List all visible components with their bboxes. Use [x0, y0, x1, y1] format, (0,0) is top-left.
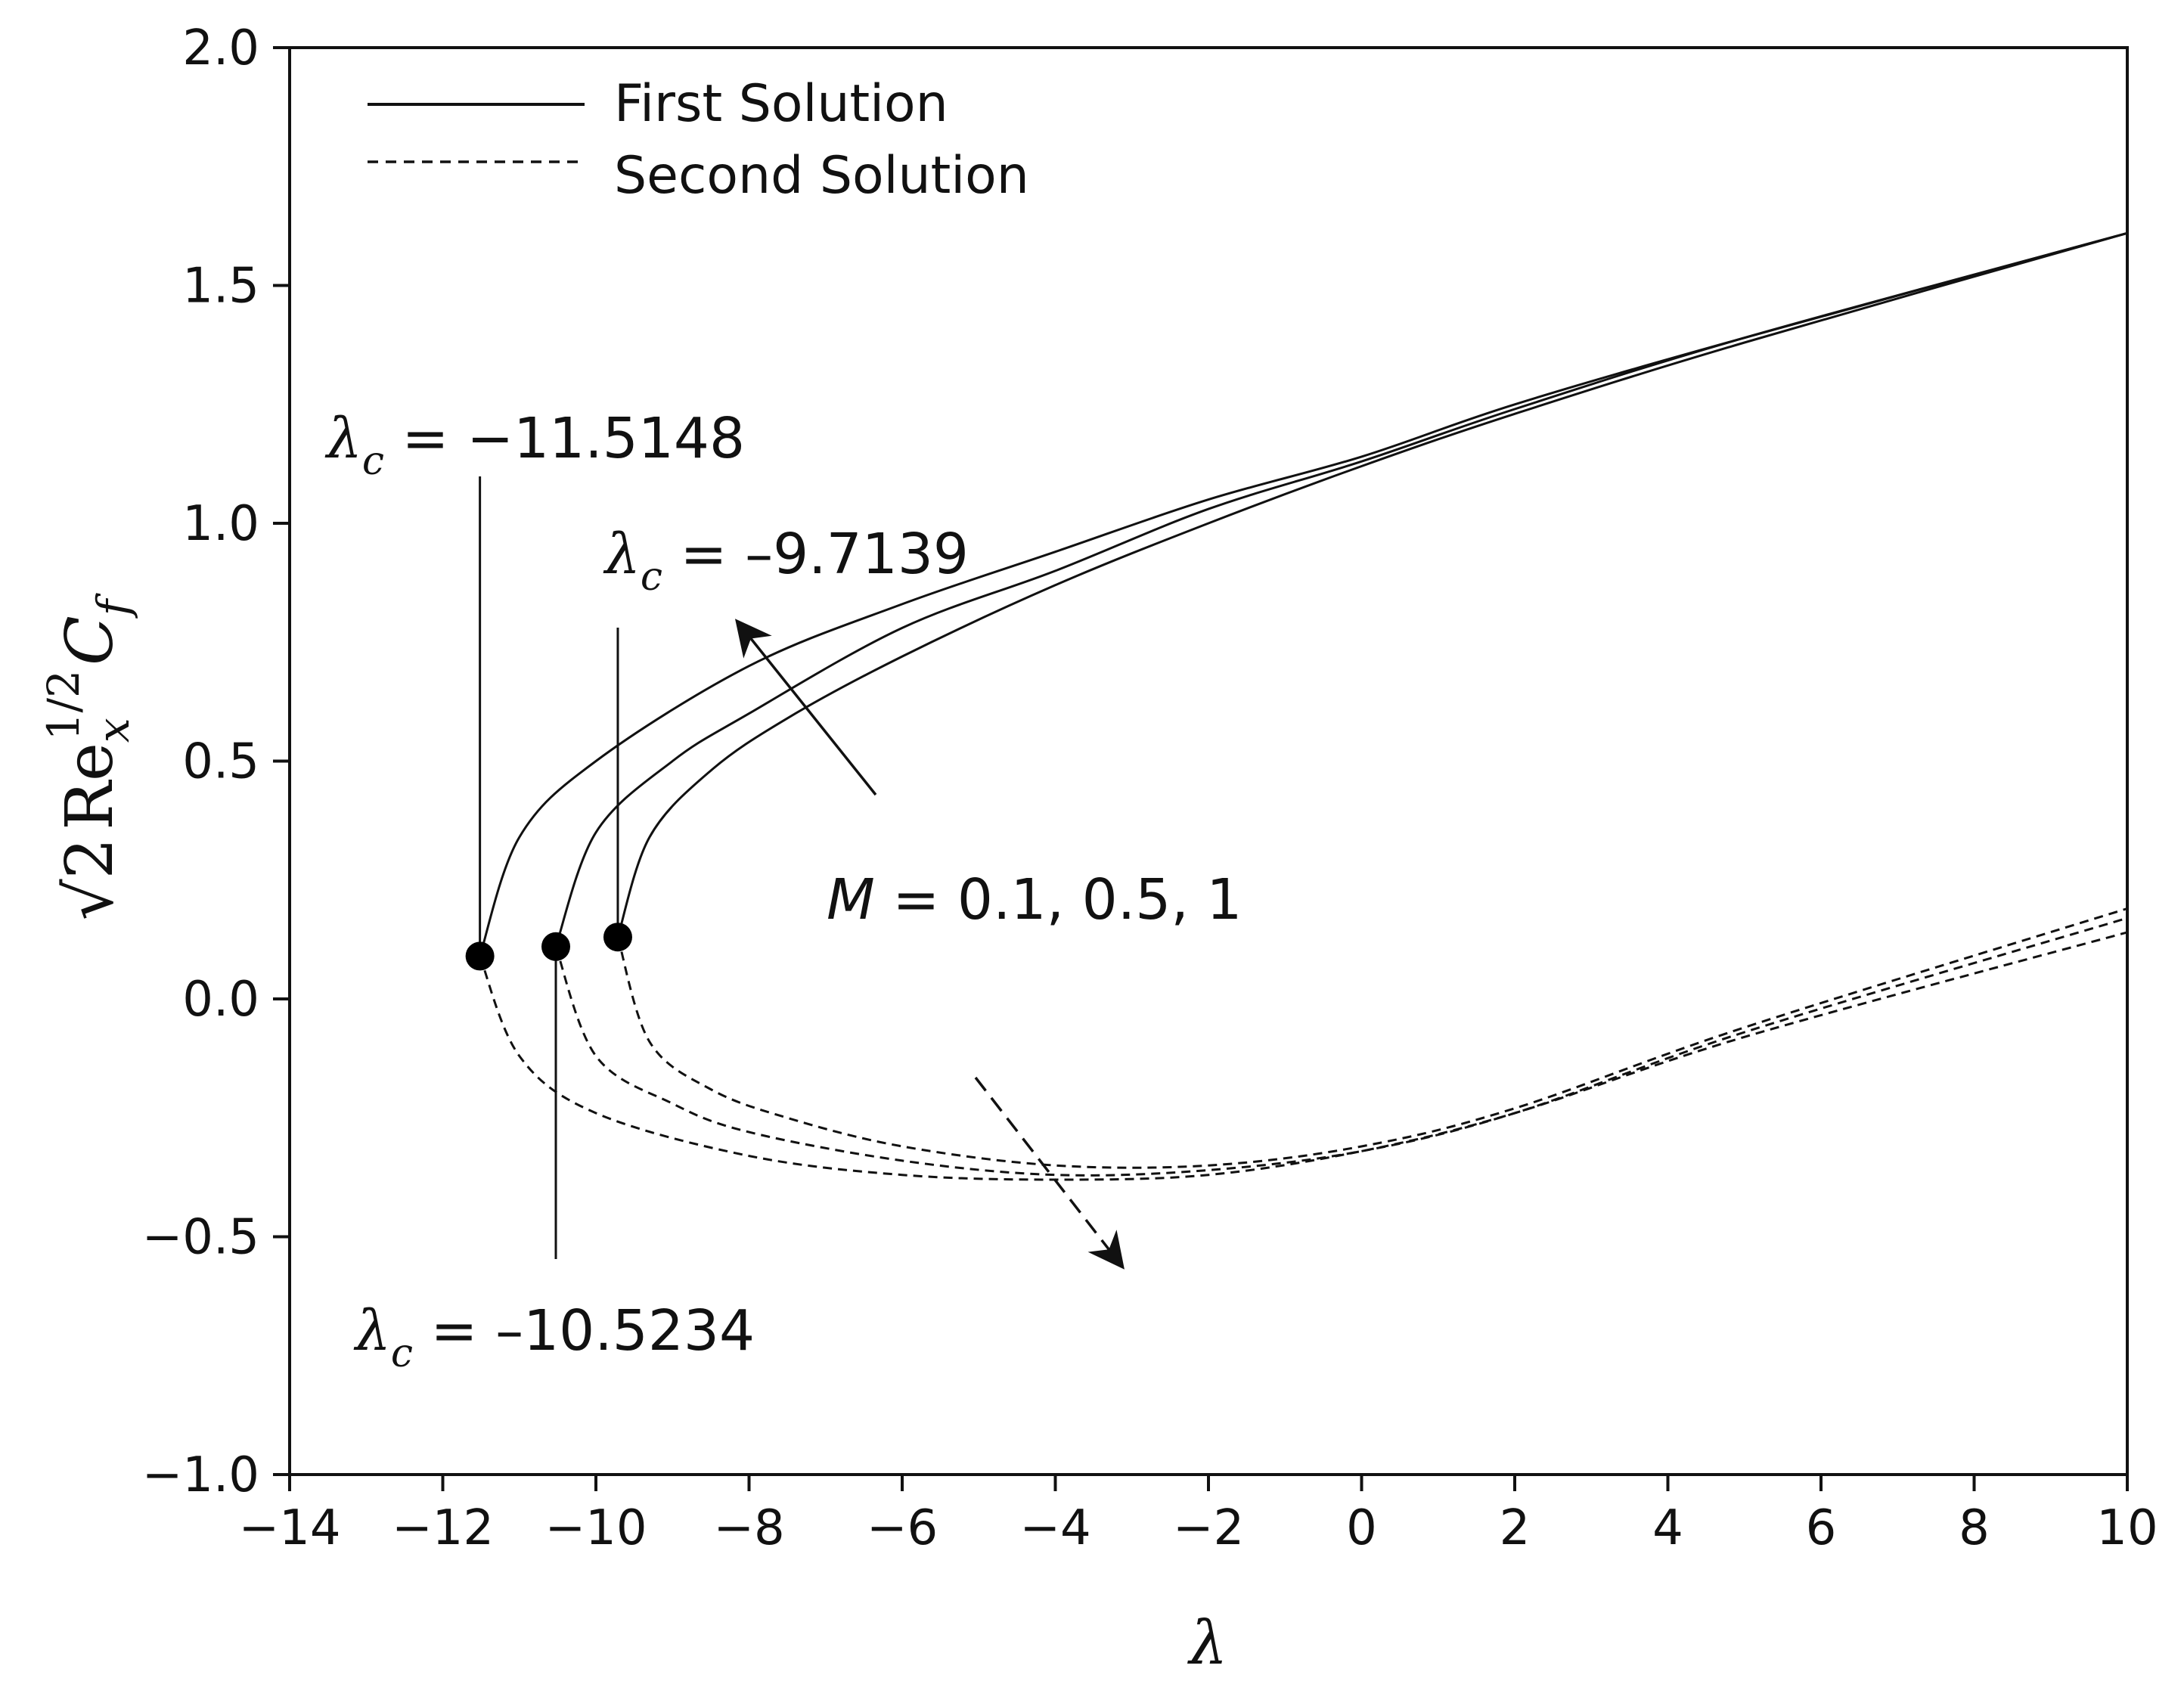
- x-tick-label: 4: [1652, 1500, 1683, 1556]
- x-tick-label: −14: [238, 1500, 340, 1556]
- y-axis-title: √2Rex1/2Cf: [38, 592, 139, 920]
- critical-point-marker: [603, 923, 632, 952]
- y-tick-label: −0.5: [142, 1210, 259, 1266]
- second-solution-line: [479, 931, 2128, 1181]
- y-tick-label: 0.0: [182, 972, 259, 1028]
- x-tick-label: 0: [1346, 1500, 1377, 1556]
- y-axis: −1.0 −0.5 0.0 0.5 1.0 1.5 2.0: [142, 20, 290, 1503]
- y-tick-label: 0.5: [182, 734, 259, 790]
- x-axis-title: λ: [1187, 1608, 1228, 1678]
- x-tick-label: 2: [1500, 1500, 1531, 1556]
- x-tick-label: −2: [1173, 1500, 1244, 1556]
- y-tick-label: −1.0: [142, 1447, 259, 1503]
- legend-first-solution-label: First Solution: [614, 74, 948, 134]
- legend-second-solution-label: Second Solution: [614, 146, 1029, 206]
- x-axis: −14 −12 −10 −8 −6 −4 −2 0 2 4 6 8 10: [238, 1475, 2158, 1556]
- x-tick-label: 10: [2096, 1500, 2158, 1556]
- second-solution-line: [554, 916, 2128, 1177]
- arrow-second-solution-direction: [974, 1076, 1125, 1270]
- annotation-m-values: M = 0.1, 0.5, 1: [827, 867, 1242, 932]
- annotation-lambda-c-11-5148: λc = −11.5148: [324, 406, 745, 484]
- x-tick-label: −12: [392, 1500, 494, 1556]
- x-tick-label: 6: [1806, 1500, 1837, 1556]
- svg-text:√2Rex1/2Cf: √2Rex1/2Cf: [38, 592, 139, 920]
- y-tick-label: 1.5: [182, 259, 259, 315]
- annotation-lambda-c-10-5234: λc = –10.5234: [353, 1298, 755, 1376]
- annotation-lambda-c-9-7139: λc = –9.7139: [603, 522, 969, 600]
- second-solution-line: [616, 907, 2128, 1169]
- arrow-first-solution-direction: [735, 619, 877, 796]
- first-solution-line: [616, 231, 2128, 938]
- first-solution-line: [479, 231, 2128, 957]
- y-tick-label: 2.0: [182, 20, 259, 76]
- plot-frame: [288, 46, 2129, 1476]
- critical-points: [465, 923, 632, 971]
- critical-point-marker: [541, 932, 571, 961]
- x-tick-label: −10: [544, 1500, 647, 1556]
- x-tick-label: −6: [867, 1500, 938, 1556]
- first-solution-line: [554, 231, 2128, 948]
- curves: [479, 231, 2128, 1181]
- x-tick-label: 8: [1959, 1500, 1990, 1556]
- x-tick-label: −8: [713, 1500, 784, 1556]
- critical-point-leaders: [479, 476, 619, 1259]
- x-tick-label: −4: [1019, 1500, 1090, 1556]
- legend: First Solution Second Solution: [368, 74, 1029, 206]
- y-tick-label: 1.0: [182, 496, 259, 552]
- critical-point-marker: [465, 941, 495, 971]
